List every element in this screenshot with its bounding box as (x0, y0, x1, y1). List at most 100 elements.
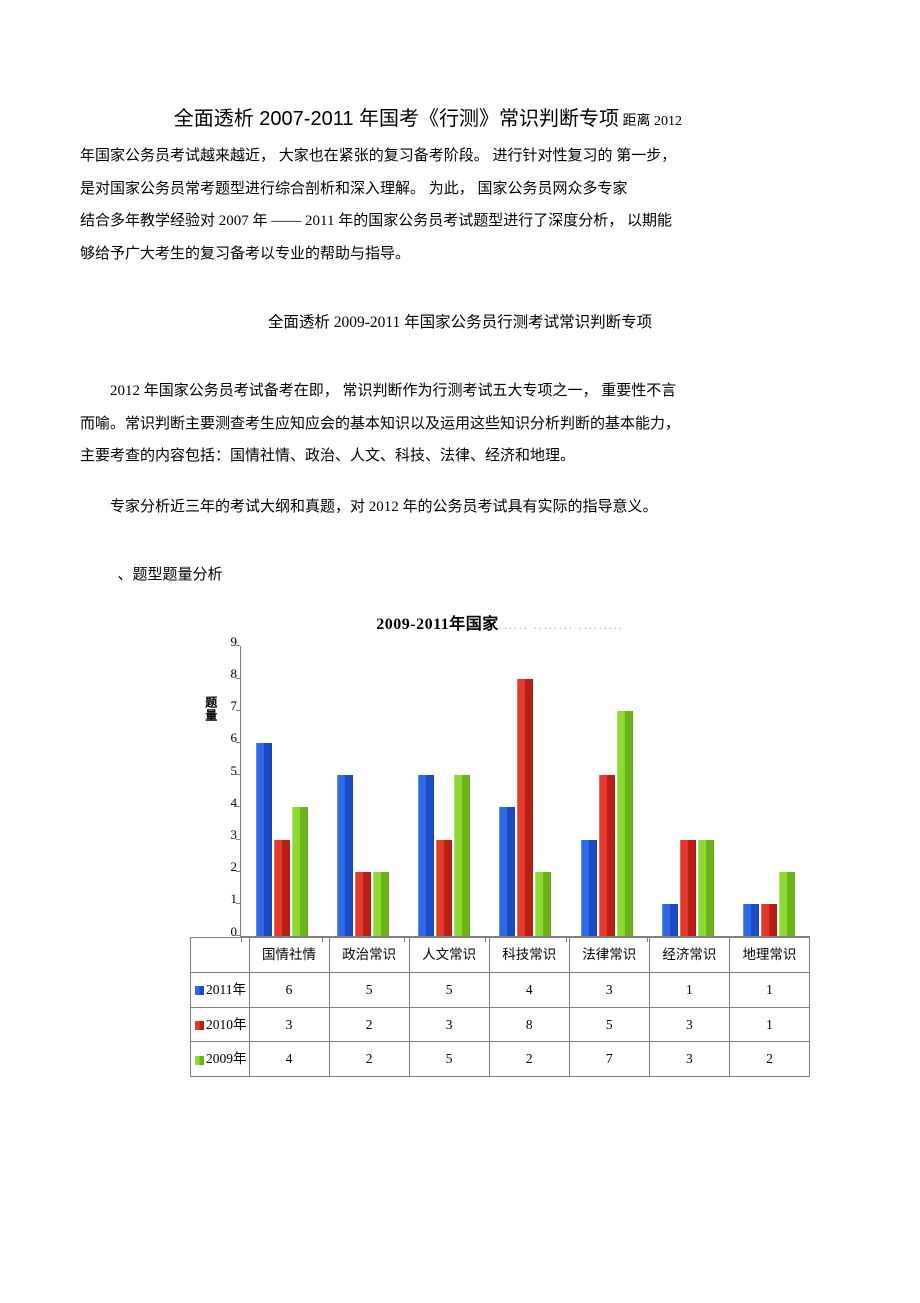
bar-category (729, 646, 810, 936)
bar-category (566, 646, 647, 936)
title-main-text: 全面透析 2007-2011 年国考《行测》常识判断专项 (174, 108, 619, 130)
chart-title-visible: 2009-2011年国家 (376, 616, 498, 633)
table-series-label: 2011年 (191, 972, 250, 1007)
legend-text: 2011年 (206, 982, 246, 997)
table-category-header: 政治常识 (329, 938, 409, 973)
bar (698, 840, 714, 937)
y-tick-label: 4 (219, 791, 237, 816)
table-data-cell: 8 (489, 1007, 569, 1042)
body-p1-l1: 2012 年国家公务员考试备考在即， 常识判断作为行测考试五大专项之一， 重要性… (80, 377, 840, 406)
legend-text: 2010年 (206, 1017, 247, 1032)
section-head: 、题型题量分析 (80, 561, 840, 590)
table-data-cell: 4 (249, 1042, 329, 1077)
legend-swatch (195, 1021, 204, 1030)
bar (662, 904, 678, 936)
bar (517, 679, 533, 937)
subtitle: 全面透析 2009-2011 年国家公务员行测考试常识判断专项 (80, 308, 840, 337)
y-tick-mark (236, 806, 240, 807)
table-data-cell: 6 (249, 972, 329, 1007)
table-data-cell: 1 (649, 972, 729, 1007)
bar (373, 872, 389, 936)
bar-category (404, 646, 485, 936)
bar (355, 872, 371, 936)
table-data-cell: 3 (649, 1007, 729, 1042)
y-tick-label: 8 (219, 662, 237, 687)
body-p1-l2: 而喻。常识判断主要测查考生应知应会的基本知识以及运用这些知识分析判断的基本能力， (80, 410, 840, 439)
intro-line-3: 是对国家公务员常考题型进行综合剖析和深入理解。 为此， 国家公务员网众多专家 (80, 175, 840, 204)
table-data-cell: 5 (329, 972, 409, 1007)
table-category-header: 科技常识 (489, 938, 569, 973)
legend-swatch (195, 986, 204, 995)
y-tick-mark (236, 839, 240, 840)
table-category-header: 人文常识 (409, 938, 489, 973)
table-data-cell: 3 (409, 1007, 489, 1042)
table-data-cell: 4 (489, 972, 569, 1007)
intro-line-4: 结合多年教学经验对 2007 年 —— 2011 年的国家公务员考试题型进行了深… (80, 207, 840, 236)
bar (337, 775, 353, 936)
table-category-header: 地理常识 (729, 938, 809, 973)
bars-container (241, 646, 810, 936)
table-category-header: 经济常识 (649, 938, 729, 973)
bar-category (647, 646, 728, 936)
chart-title-faded: ...... ........ ......... (499, 618, 624, 632)
table-data-cell: 2 (729, 1042, 809, 1077)
table-data-cell: 5 (569, 1007, 649, 1042)
bar (292, 807, 308, 936)
y-tick-mark (236, 871, 240, 872)
chart-title: 2009-2011年国家...... ........ ......... (190, 610, 810, 640)
title-suffix-text: 距离 2012 (619, 114, 682, 129)
document-title: 全面透析 2007-2011 年国考《行测》常识判断专项 距离 2012 (80, 100, 840, 138)
bar (581, 840, 597, 937)
legend-text: 2009年 (206, 1051, 247, 1066)
y-tick-mark (236, 710, 240, 711)
table-series-label: 2010年 (191, 1007, 250, 1042)
legend-swatch (195, 1056, 204, 1065)
table-data-cell: 1 (729, 1007, 809, 1042)
bar-category (322, 646, 403, 936)
y-tick-mark (236, 774, 240, 775)
bar (418, 775, 434, 936)
table-row: 2011年6554311 (191, 972, 810, 1007)
table-data-cell: 3 (569, 972, 649, 1007)
table-category-header: 法律常识 (569, 938, 649, 973)
bar (680, 840, 696, 937)
table-data-cell: 5 (409, 972, 489, 1007)
chart-data-table: 国情社情政治常识人文常识科技常识法律常识经济常识地理常识2011年6554311… (190, 937, 810, 1077)
table-category-header: 国情社情 (249, 938, 329, 973)
table-row: 2009年4252732 (191, 1042, 810, 1077)
intro-line-2: 年国家公务员考试越来越近， 大家也在紧张的复习备考阶段。 进行针对性复习的 第一… (80, 142, 840, 171)
y-tick-label: 3 (219, 823, 237, 848)
y-tick-label: 5 (219, 759, 237, 784)
y-tick-mark (236, 903, 240, 904)
bar-category (485, 646, 566, 936)
y-tick-mark (236, 935, 240, 936)
table-data-cell: 2 (489, 1042, 569, 1077)
table-data-cell: 5 (409, 1042, 489, 1077)
bar (743, 904, 759, 936)
bar-category (241, 646, 322, 936)
y-tick-label: 0 (219, 920, 237, 945)
bar (617, 711, 633, 937)
bar (436, 840, 452, 937)
bar (256, 743, 272, 936)
y-tick-mark (236, 678, 240, 679)
table-series-label: 2009年 (191, 1042, 250, 1077)
body-p1-l3: 主要考查的内容包括：国情社情、政治、人文、科技、法律、经济和地理。 (80, 442, 840, 471)
table-data-cell: 1 (729, 972, 809, 1007)
title-indent (80, 113, 174, 129)
intro-line-5: 够给予广大考生的复习备考以专业的帮助与指导。 (80, 240, 840, 269)
table-row: 2010年3238531 (191, 1007, 810, 1042)
y-tick-mark (236, 645, 240, 646)
table-data-cell: 2 (329, 1042, 409, 1077)
y-tick-label: 6 (219, 726, 237, 751)
body-p2: 专家分析近三年的考试大纲和真题，对 2012 年的公务员考试具有实际的指导意义。 (80, 493, 840, 522)
bar (535, 872, 551, 936)
table-header-row: 国情社情政治常识人文常识科技常识法律常识经济常识地理常识 (191, 938, 810, 973)
y-tick-label: 9 (219, 630, 237, 655)
table-data-cell: 7 (569, 1042, 649, 1077)
bar (454, 775, 470, 936)
y-tick-mark (236, 742, 240, 743)
bar (761, 904, 777, 936)
bar-chart: 2009-2011年国家...... ........ ......... 题量… (190, 610, 810, 1077)
bar (499, 807, 515, 936)
